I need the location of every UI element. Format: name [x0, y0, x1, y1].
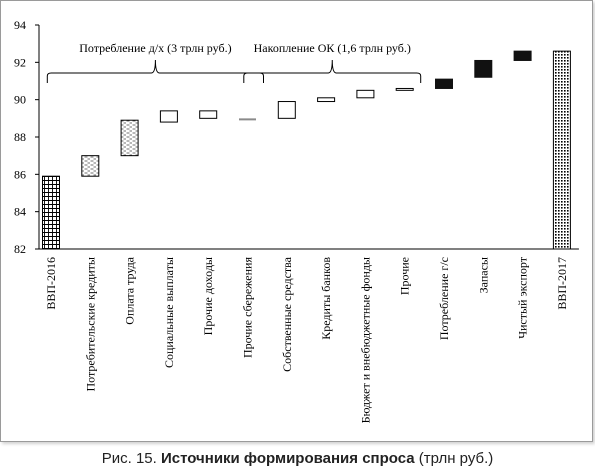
label-layer: ВВП-2016 Потребительские кредиты Оплата тр… [44, 256, 569, 423]
x-tick-label: ВВП-2017 [555, 257, 569, 310]
caption-title: Источники формирования спроса [160, 450, 415, 467]
x-tick-label: Прочие доходы [201, 257, 215, 335]
bar-4 [159, 110, 178, 123]
axis-layer: 82 84 86 88 90 92 94 [14, 18, 579, 256]
bar-layer [42, 50, 571, 250]
y-tick-label: 84 [14, 205, 26, 219]
x-tick-label: Чистый экспорт [516, 256, 530, 339]
x-tick-label: Потребление г/с [437, 257, 451, 340]
bar-2 [81, 155, 100, 177]
figure-frame [0, 0, 593, 442]
bar-5 [199, 110, 218, 119]
bar-1 [42, 175, 60, 250]
annotation-label: Потребление д/х (3 трлн руб.) [79, 41, 231, 55]
y-tick-label: 94 [14, 18, 26, 32]
waterfall-chart: 82 84 86 88 90 92 94 Потребление д/х (3 трлн р… [14, 18, 579, 423]
bar-12 [474, 59, 493, 78]
y-tick-label: 88 [14, 130, 26, 144]
caption-prefix: Рис. 15. [101, 450, 157, 467]
y-tick-label: 92 [14, 55, 26, 69]
annotation-label: Накопление ОК (1,6 трлн руб.) [254, 41, 411, 55]
bar-3 [120, 119, 139, 157]
x-tick-label: Социальные выплаты [162, 257, 176, 368]
x-tick-label: ВВП-2016 [44, 257, 58, 310]
x-tick-label: Бюджет и внебюджетные фонды [358, 257, 372, 423]
x-tick-label: Потребительские кредиты [83, 257, 97, 392]
x-tick-label: Прочие сбережения [241, 257, 255, 359]
annotation-layer: Потребление д/х (3 трлн руб.) Накопление … [46, 41, 422, 83]
y-tick-label: 82 [14, 242, 26, 256]
x-tick-label: Кредиты банков [319, 257, 333, 340]
annotation-brace [243, 59, 422, 83]
bar-13 [513, 50, 532, 61]
y-tick-label: 86 [14, 167, 26, 181]
bar-14 [552, 50, 571, 250]
bar-8 [317, 97, 336, 103]
caption-unit: (трлн руб.) [418, 450, 494, 467]
bar-10 [395, 87, 414, 91]
x-tick-label: Оплата труда [123, 256, 137, 324]
y-tick-label: 90 [14, 93, 26, 107]
figure-caption: Рис. 15. Источники формирования спроса (… [0, 450, 595, 467]
annotation-brace [46, 59, 264, 83]
x-tick-label: Собственные средства [280, 256, 294, 372]
x-tick-label: Прочие [398, 257, 412, 295]
bar-11 [435, 78, 453, 89]
bar-9 [356, 89, 375, 99]
bar-7 [277, 101, 296, 119]
x-tick-label: Запасы [476, 257, 490, 293]
